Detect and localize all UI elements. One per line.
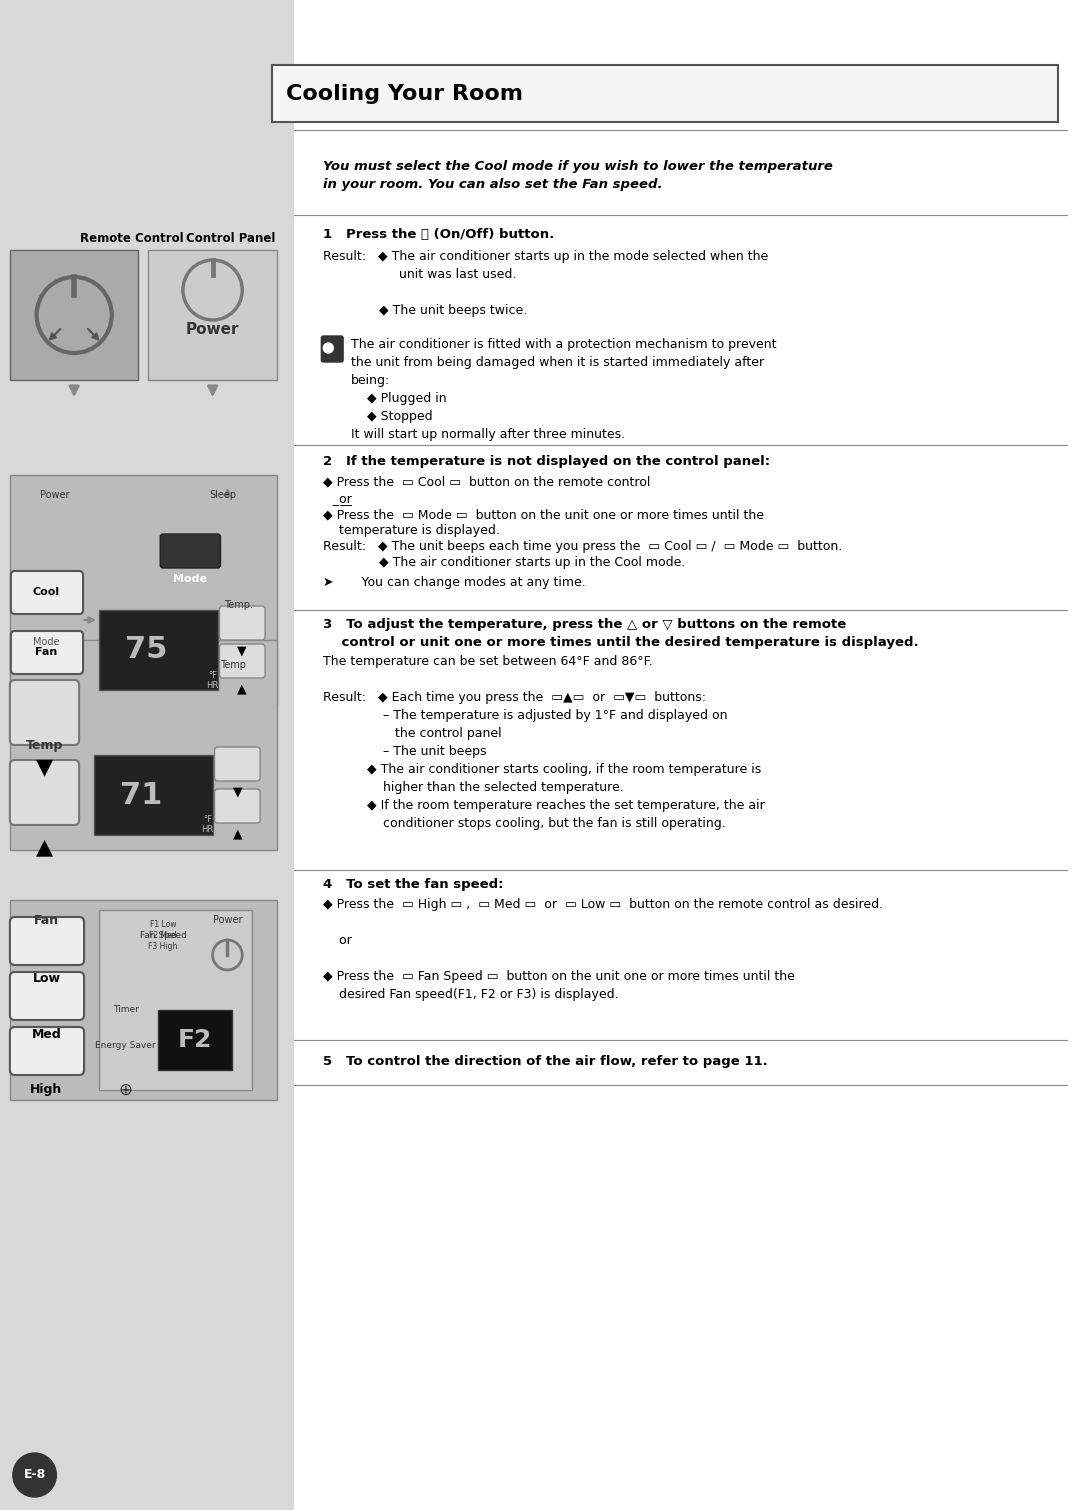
Text: ◆ Press the  ▭ High ▭ ,  ▭ Med ▭  or  ▭ Low ▭  button on the remote control as d: ◆ Press the ▭ High ▭ , ▭ Med ▭ or ▭ Low … bbox=[323, 898, 883, 1001]
FancyBboxPatch shape bbox=[322, 337, 343, 362]
FancyBboxPatch shape bbox=[10, 760, 79, 824]
Circle shape bbox=[13, 1453, 56, 1496]
Text: ▼: ▼ bbox=[36, 757, 53, 778]
Text: ▼: ▼ bbox=[238, 645, 247, 657]
Bar bbox=[148, 251, 276, 381]
FancyBboxPatch shape bbox=[10, 972, 84, 1019]
Text: Fan: Fan bbox=[33, 914, 59, 927]
FancyBboxPatch shape bbox=[10, 1027, 84, 1075]
Text: ̲o̲r̲: ̲o̲r̲ bbox=[323, 492, 352, 506]
Text: °F: °F bbox=[203, 815, 212, 824]
Text: Temp: Temp bbox=[26, 738, 64, 752]
Text: HR: HR bbox=[206, 681, 219, 690]
Text: ▲: ▲ bbox=[232, 827, 242, 841]
Text: 75: 75 bbox=[125, 636, 167, 664]
Text: Sleep: Sleep bbox=[208, 491, 237, 500]
FancyBboxPatch shape bbox=[11, 571, 83, 615]
Text: 71: 71 bbox=[120, 781, 163, 809]
Text: The air conditioner is fitted with a protection mechanism to prevent
the unit fr: The air conditioner is fitted with a pro… bbox=[351, 338, 777, 441]
Text: Energy Saver: Energy Saver bbox=[95, 1040, 156, 1049]
Text: °F: °F bbox=[208, 670, 217, 680]
Text: 5   To control the direction of the air flow, refer to page 11.: 5 To control the direction of the air fl… bbox=[323, 1055, 768, 1068]
Text: 3   To adjust the temperature, press the △ or ▽ buttons on the remote
    contro: 3 To adjust the temperature, press the △… bbox=[323, 618, 919, 649]
Bar bbox=[10, 900, 276, 1099]
Bar bbox=[99, 610, 217, 690]
Text: Fan Speed: Fan Speed bbox=[139, 930, 187, 939]
Bar bbox=[10, 640, 276, 850]
Text: ◆ The air conditioner starts up in the Cool mode.: ◆ The air conditioner starts up in the C… bbox=[323, 556, 686, 569]
Bar bbox=[94, 755, 213, 835]
Text: 4   To set the fan speed:: 4 To set the fan speed: bbox=[323, 877, 504, 891]
Text: Power: Power bbox=[213, 915, 242, 926]
FancyBboxPatch shape bbox=[219, 643, 265, 678]
FancyBboxPatch shape bbox=[219, 606, 265, 640]
Text: 2   If the temperature is not displayed on the control panel:: 2 If the temperature is not displayed on… bbox=[323, 455, 770, 468]
Text: The temperature can be set between 64°F and 86°F.

Result:   ◆ Each time you pre: The temperature can be set between 64°F … bbox=[323, 655, 765, 831]
Text: F1 Low
F2 Med
F3 High: F1 Low F2 Med F3 High bbox=[148, 920, 178, 951]
Text: Temp.: Temp. bbox=[224, 599, 253, 610]
Text: Power: Power bbox=[40, 491, 69, 500]
Text: Cooling Your Room: Cooling Your Room bbox=[286, 83, 523, 104]
FancyBboxPatch shape bbox=[215, 790, 260, 823]
Text: Timer: Timer bbox=[112, 1006, 138, 1015]
Circle shape bbox=[323, 343, 334, 353]
Bar bbox=[10, 251, 138, 381]
FancyBboxPatch shape bbox=[215, 747, 260, 781]
Text: Control Panel: Control Panel bbox=[186, 233, 275, 245]
Text: Low: Low bbox=[32, 972, 60, 986]
Text: Result:   ◆ The unit beeps each time you press the  ▭ Cool ▭ /  ▭ Mode ▭  button: Result: ◆ The unit beeps each time you p… bbox=[323, 541, 842, 553]
Text: F2: F2 bbox=[177, 1028, 212, 1052]
Text: 1   Press the Ⓘ (On/Off) button.: 1 Press the Ⓘ (On/Off) button. bbox=[323, 228, 555, 242]
FancyBboxPatch shape bbox=[272, 65, 1058, 122]
Text: Result:   ◆ The air conditioner starts up in the mode selected when the
        : Result: ◆ The air conditioner starts up … bbox=[323, 251, 769, 317]
Text: You must select the Cool mode if you wish to lower the temperature
in your room.: You must select the Cool mode if you wis… bbox=[323, 160, 834, 190]
Text: E-8: E-8 bbox=[24, 1469, 45, 1481]
FancyBboxPatch shape bbox=[11, 631, 83, 673]
Text: ▼: ▼ bbox=[232, 785, 242, 799]
Bar bbox=[99, 911, 252, 1090]
Text: Power: Power bbox=[186, 323, 240, 338]
Text: Remote Control: Remote Control bbox=[80, 233, 184, 245]
Text: Mode: Mode bbox=[173, 574, 207, 584]
FancyBboxPatch shape bbox=[10, 680, 79, 744]
Text: Fan: Fan bbox=[36, 646, 57, 657]
Text: ◆ Press the  ▭ Mode ▭  button on the unit one or more times until the: ◆ Press the ▭ Mode ▭ button on the unit … bbox=[323, 507, 765, 521]
FancyBboxPatch shape bbox=[160, 535, 220, 568]
Text: Cool: Cool bbox=[32, 587, 60, 596]
Text: ▲: ▲ bbox=[238, 683, 247, 696]
Text: ➤       You can change modes at any time.: ➤ You can change modes at any time. bbox=[323, 575, 586, 589]
Text: High: High bbox=[30, 1083, 63, 1095]
Bar bbox=[0, 0, 294, 1510]
Bar bbox=[10, 476, 276, 705]
Text: ▲: ▲ bbox=[36, 837, 53, 858]
Text: ◆ Press the  ▭ Cool ▭  button on the remote control: ◆ Press the ▭ Cool ▭ button on the remot… bbox=[323, 476, 651, 488]
Text: Temp: Temp bbox=[220, 660, 246, 670]
Text: Mode: Mode bbox=[33, 637, 59, 646]
Text: Med: Med bbox=[31, 1027, 62, 1040]
FancyBboxPatch shape bbox=[10, 917, 84, 965]
Bar bbox=[158, 1010, 232, 1071]
Text: temperature is displayed.: temperature is displayed. bbox=[323, 524, 500, 538]
Text: ⊕: ⊕ bbox=[119, 1081, 133, 1099]
Text: HR: HR bbox=[202, 826, 214, 835]
